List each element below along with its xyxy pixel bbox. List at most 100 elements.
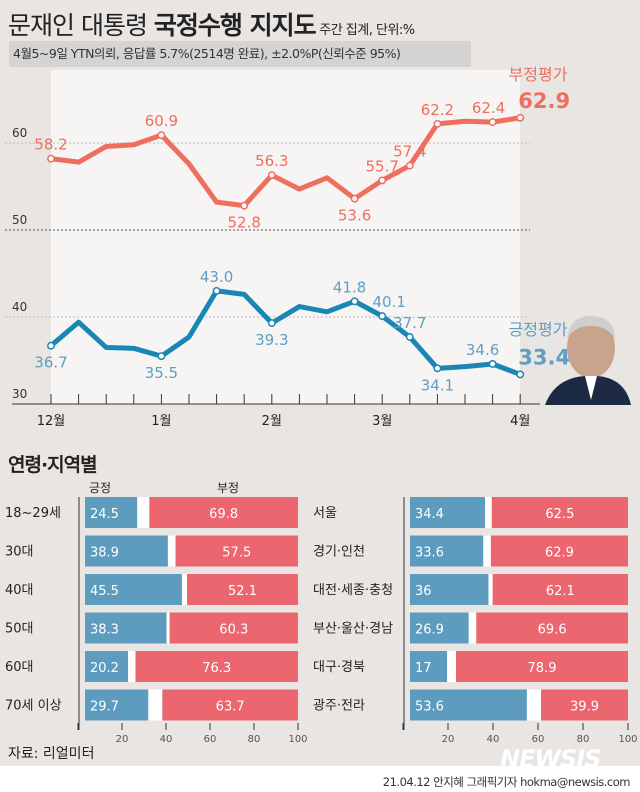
value-negative: 62.1 [546, 584, 575, 599]
data-point [433, 364, 442, 373]
data-point [433, 119, 442, 128]
value-positive: 17 [415, 661, 432, 676]
series-line-positive [49, 288, 522, 377]
bar-negative [541, 689, 628, 721]
source: 자료: 리얼미터 [8, 746, 95, 762]
row-label: 서울 [313, 506, 337, 521]
row-label: 18~29세 [5, 506, 61, 521]
data-point [267, 319, 276, 328]
value-positive: 33.6 [415, 546, 444, 561]
data-point [157, 131, 166, 140]
president-photo [545, 310, 631, 405]
value-positive: 26.9 [415, 623, 444, 638]
value-positive: 34.4 [415, 507, 444, 522]
value-negative: 60.3 [219, 623, 248, 638]
value-positive: 38.9 [90, 546, 119, 561]
value-negative: 57.5 [222, 546, 251, 561]
data-label: 62.9 [518, 89, 570, 113]
bar-negative [149, 497, 298, 528]
value-positive: 45.5 [90, 584, 119, 599]
value-positive: 38.3 [90, 623, 119, 638]
data-point [350, 297, 359, 306]
data-point [405, 161, 414, 170]
value-positive: 29.7 [90, 700, 119, 715]
data-label: 56.3 [255, 152, 288, 170]
credit: 21.04.12 안지혜 그래픽기자 hokma@newsis.com [382, 775, 631, 789]
bar-positive [85, 574, 182, 605]
data-point [47, 154, 55, 163]
value-positive: 20.2 [90, 661, 119, 676]
data-label: 35.5 [145, 364, 178, 382]
bar-positive [410, 574, 489, 605]
title-part: 문재인 대통령 [8, 11, 154, 40]
data-label: 34.1 [421, 376, 454, 394]
bar-positive [85, 689, 149, 721]
data-label: 52.8 [227, 214, 260, 232]
data-point [516, 113, 525, 122]
data-point [212, 286, 221, 295]
section-title: 연령·지역별 [8, 454, 98, 476]
value-negative: 52.1 [228, 584, 257, 599]
data-point [240, 201, 249, 210]
data-label: 60.9 [145, 112, 178, 130]
header-positive: 긍정 [89, 481, 111, 495]
y-tick-label: 50 [12, 213, 27, 227]
data-point [157, 352, 166, 361]
row-label: 30대 [5, 545, 34, 560]
data-point [516, 370, 525, 379]
data-label: 57.4 [393, 143, 426, 161]
line-chart: 30 40 50 60 12월 1월 2월 3월 4월 58.2 60.9 52.8 56.3 53.6 5… [5, 65, 570, 429]
data-label: 39.3 [255, 331, 288, 349]
bar-positive [85, 497, 138, 528]
newsis-logo: NEWSIS [500, 745, 601, 773]
bar-positive [410, 535, 484, 567]
data-point [350, 194, 359, 203]
value-negative: 78.9 [528, 661, 557, 676]
row-label: 부산·울산·경남 [313, 622, 393, 637]
row-label: 경기·인천 [313, 545, 365, 560]
x-tick-label: 20 [442, 734, 455, 745]
y-tick-label: 40 [12, 300, 27, 314]
data-label: 58.2 [34, 136, 67, 154]
value-negative: 69.8 [209, 507, 238, 522]
data-label: 33.4 [518, 345, 570, 369]
data-point [267, 171, 276, 180]
x-tick-label: 60 [532, 734, 545, 745]
row-label: 60대 [5, 660, 34, 675]
x-tick-label: 60 [204, 734, 217, 745]
value-positive: 36 [415, 584, 432, 599]
data-point [405, 333, 414, 341]
bar-positive [410, 689, 527, 721]
value-negative: 76.3 [202, 661, 231, 676]
data-point [488, 360, 497, 368]
data-point [47, 341, 55, 350]
x-month-label: 4월 [510, 414, 530, 429]
data-label: 55.7 [365, 157, 398, 175]
bar-positive [410, 612, 469, 644]
bar-negative [476, 612, 628, 644]
x-tick-label: 100 [618, 734, 637, 745]
data-label: 43.0 [200, 268, 233, 286]
data-label: 37.7 [393, 314, 426, 332]
bar-positive [410, 651, 448, 682]
bar-negative [162, 689, 298, 721]
value-negative: 62.5 [545, 507, 574, 522]
bar-positive [85, 651, 129, 682]
row-label: 40대 [5, 583, 34, 598]
bar-negative [455, 651, 628, 682]
series-name: 긍정평가 [509, 320, 568, 339]
bar-negative [135, 651, 298, 682]
row-label: 50대 [5, 622, 34, 637]
data-label: 36.7 [34, 354, 67, 372]
x-tick-label: 80 [248, 734, 261, 745]
y-tick-label: 30 [12, 387, 27, 401]
row-label: 광주·전라 [313, 699, 365, 714]
value-negative: 69.6 [538, 623, 567, 638]
row-label: 대전·세종·충청 [313, 583, 393, 598]
value-negative: 39.9 [570, 700, 599, 715]
plot-area [51, 70, 520, 404]
bar-negative [492, 574, 628, 605]
x-tick-label: 100 [288, 734, 307, 745]
bar-positive [410, 497, 485, 528]
value-positive: 53.6 [415, 700, 444, 715]
